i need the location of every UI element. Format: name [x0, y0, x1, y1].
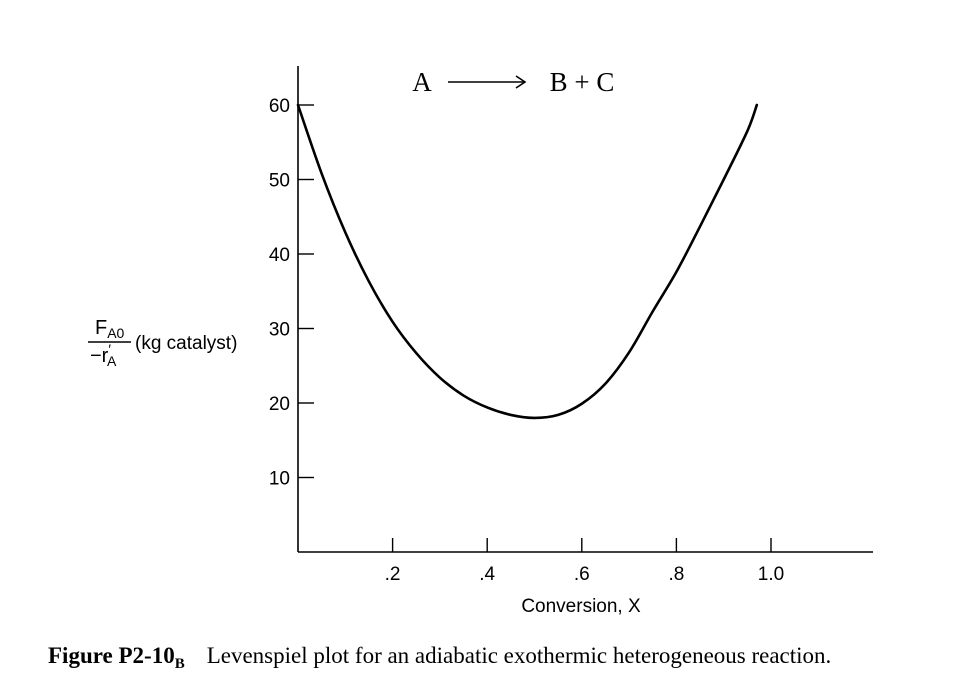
y-ticks: 10 20 30 40 50 60 — [269, 96, 314, 490]
reaction-arrow-head — [515, 75, 527, 89]
y-tick-label: 30 — [269, 320, 290, 341]
x-tick-label: 1.0 — [758, 564, 784, 585]
caption-label-sub: B — [175, 656, 185, 672]
x-axis-label: Conversion, X — [521, 596, 641, 617]
y-tick-label: 20 — [269, 394, 290, 415]
x-tick-label: .6 — [574, 564, 590, 585]
y-tick-label: 50 — [269, 171, 290, 192]
caption-text: Levenspiel plot for an adiabatic exother… — [207, 643, 832, 668]
y-label-numerator: FA0 — [95, 317, 125, 341]
x-tick-label: .2 — [385, 564, 401, 585]
reaction-reactant: A — [412, 67, 432, 97]
x-tick-label: .8 — [668, 564, 684, 585]
reaction-annotation: A B + C — [412, 67, 614, 97]
reaction-products: B + C — [550, 67, 615, 97]
y-tick-label: 10 — [269, 469, 290, 490]
x-ticks: .2 .4 .6 .8 1.0 — [385, 538, 784, 585]
figure-caption: Figure P2-10B Levenspiel plot for an adia… — [48, 643, 831, 672]
y-tick-label: 40 — [269, 245, 290, 266]
y-tick-label: 60 — [269, 96, 290, 117]
series-line — [296, 103, 759, 420]
x-tick-label: .4 — [479, 564, 495, 585]
caption-label: Figure P2-10 — [48, 643, 175, 668]
y-label-denominator: −r′ A — [90, 341, 117, 369]
y-label-units: (kg catalyst) — [135, 333, 237, 354]
y-axis-label: FA0 −r′ A (kg catalyst) — [88, 317, 237, 369]
